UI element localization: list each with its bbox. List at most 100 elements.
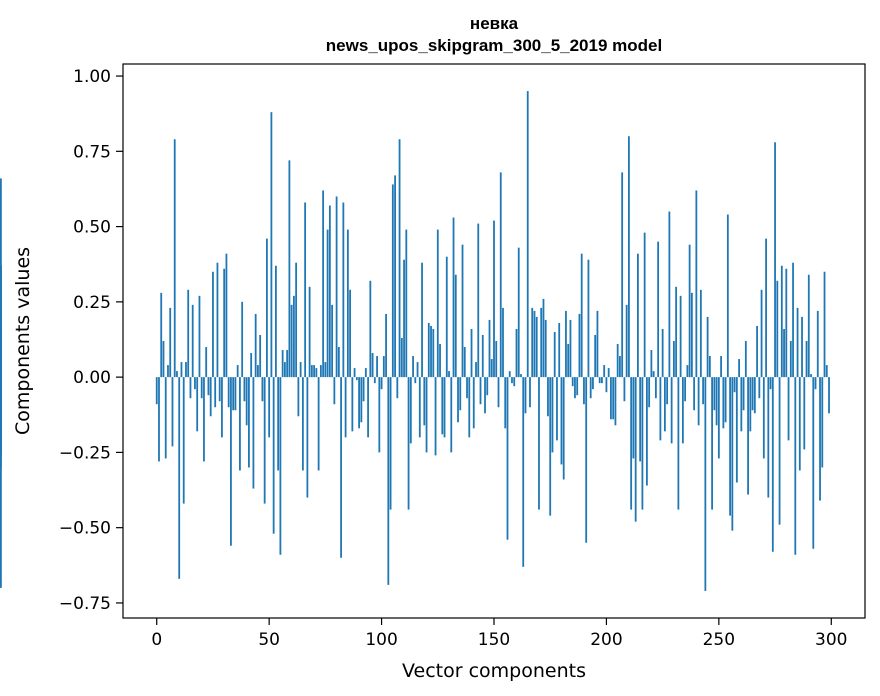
bar [0, 178, 2, 378]
bar [666, 377, 669, 405]
bar [828, 377, 830, 414]
bar [592, 377, 594, 390]
bar [652, 371, 655, 378]
bar [367, 377, 369, 438]
bar [457, 377, 459, 423]
bar [547, 377, 549, 417]
bar [598, 377, 601, 384]
bar [661, 328, 664, 378]
bar [612, 377, 615, 420]
bar [574, 377, 576, 399]
bar [812, 377, 815, 549]
bar [391, 184, 394, 378]
bar [160, 292, 163, 378]
bar [740, 377, 743, 432]
bar [340, 377, 342, 558]
bar [758, 377, 761, 399]
y-tick-label: 0.75 [73, 142, 111, 162]
bar [767, 377, 770, 498]
bar [196, 377, 199, 432]
bar [250, 353, 253, 378]
bar [353, 368, 356, 378]
bar [189, 377, 192, 399]
y-axis-label: Components values [12, 247, 34, 435]
chart-subtitle: news_upos_skipgram_300_5_2019 model [326, 36, 662, 55]
bar [630, 377, 633, 510]
bar [794, 377, 797, 555]
bar [717, 377, 720, 459]
bar [495, 341, 498, 378]
bar [216, 262, 219, 378]
bar [407, 377, 410, 510]
bar [421, 262, 423, 378]
y-tick-label: 0.25 [73, 293, 111, 313]
bar [504, 377, 507, 429]
bar [580, 253, 583, 378]
bar [0, 377, 2, 408]
bar [425, 377, 428, 453]
bar [760, 289, 763, 378]
bar [191, 304, 194, 378]
bar [679, 295, 682, 378]
bar [346, 229, 349, 378]
bar [648, 377, 651, 408]
bar [414, 377, 417, 384]
bar [234, 377, 237, 411]
bar [607, 368, 610, 378]
bar [470, 328, 473, 378]
bar [619, 356, 621, 378]
bar [198, 295, 201, 378]
bar [576, 377, 579, 396]
bar [369, 280, 372, 378]
bar [205, 347, 208, 378]
bar [807, 274, 810, 378]
bar [785, 268, 788, 378]
bar [461, 244, 464, 378]
bar [436, 229, 439, 378]
bar [283, 362, 286, 378]
bar [686, 365, 689, 378]
bar [275, 265, 277, 378]
bar [248, 377, 250, 468]
bar [538, 377, 540, 510]
bar [185, 362, 187, 378]
bar [292, 295, 295, 378]
bar [634, 377, 637, 522]
bar [738, 359, 740, 378]
bar [445, 256, 448, 378]
bar [389, 377, 392, 510]
bar [452, 217, 455, 378]
bar [304, 202, 307, 378]
bar [194, 377, 196, 390]
bar [167, 365, 169, 378]
bar [313, 365, 316, 378]
bar [230, 377, 232, 546]
bar [684, 377, 687, 402]
bar [535, 316, 538, 378]
bar [169, 307, 172, 378]
bar [585, 377, 588, 543]
bar [203, 377, 205, 462]
bar [412, 356, 414, 378]
bar [614, 377, 617, 426]
bar [279, 377, 282, 555]
bar [499, 172, 502, 378]
bar [418, 377, 421, 438]
bar [187, 289, 190, 378]
bar [823, 271, 826, 378]
bar [569, 319, 572, 378]
bar [182, 377, 185, 504]
bar [387, 377, 390, 585]
bar [178, 377, 181, 579]
bar [286, 350, 289, 378]
bar [277, 377, 280, 471]
bar [567, 344, 570, 378]
bar [659, 377, 662, 441]
bar [733, 377, 736, 393]
bar [502, 307, 504, 378]
x-axis-label: Vector components [402, 660, 586, 682]
bar [477, 223, 480, 378]
bar [466, 377, 468, 399]
bar [171, 377, 174, 447]
bar [180, 362, 183, 378]
